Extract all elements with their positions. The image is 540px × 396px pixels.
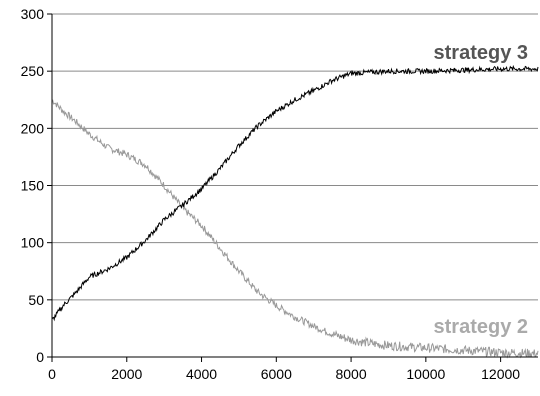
x-tick-label: 4000 — [186, 366, 217, 382]
x-tick-label: 0 — [48, 366, 56, 382]
series-label-strategy-3: strategy 3 — [434, 42, 529, 64]
series-labels: strategy 3 strategy 2 — [434, 42, 529, 338]
x-tick-label: 12000 — [481, 366, 520, 382]
y-tick-label: 200 — [21, 120, 45, 136]
x-tick-label: 10000 — [406, 366, 445, 382]
y-tick-label: 100 — [21, 235, 45, 251]
x-tick-label: 6000 — [261, 366, 292, 382]
series-line-strategy-2 — [51, 99, 539, 359]
series-line-strategy-3 — [51, 64, 539, 322]
y-tick-label: 150 — [21, 178, 45, 194]
y-tick-label: 250 — [21, 63, 45, 79]
y-tick-label: 0 — [36, 349, 44, 365]
series-label-strategy-2: strategy 2 — [434, 316, 529, 338]
x-tick-label: 2000 — [111, 366, 142, 382]
x-tick-label: 8000 — [335, 366, 366, 382]
tick-labels: 0 50 100 150 200 250 300 0 2000 4000 6000 8000 10000… — [21, 6, 521, 382]
grid-lines — [52, 13, 538, 301]
y-tick-label: 300 — [21, 6, 45, 22]
series-layer — [51, 64, 539, 359]
y-tick-label: 50 — [28, 292, 44, 308]
